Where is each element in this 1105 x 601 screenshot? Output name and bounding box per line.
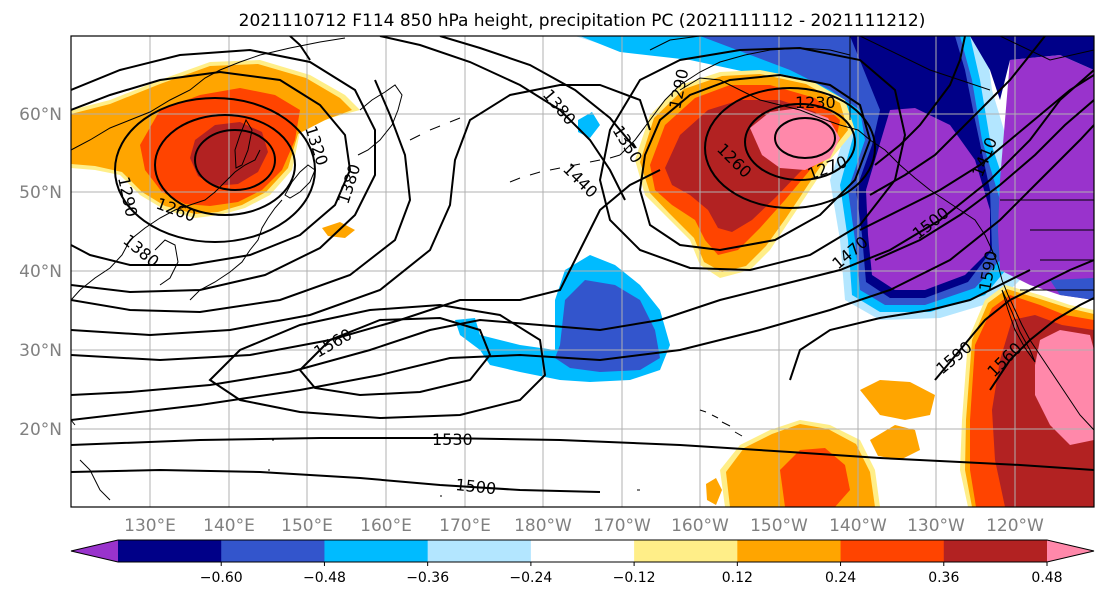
colorbar-extension-high bbox=[1047, 540, 1094, 562]
shade-orange-sub4 bbox=[706, 478, 722, 505]
colorbar-segment bbox=[324, 540, 429, 562]
colorbar-tick-label: −0.60 bbox=[200, 570, 243, 586]
lat-label-40n: 40°N bbox=[19, 262, 62, 282]
longitude-labels: 130°E 140°E 150°E 160°E 170°E 180°W 170°… bbox=[124, 516, 1044, 536]
lon-label: 170°E bbox=[439, 516, 491, 536]
shade-purple-ne bbox=[998, 55, 1094, 300]
shade-blue-ne2 bbox=[1050, 278, 1094, 300]
colorbar-segment bbox=[840, 540, 945, 562]
contour-label: 1530 bbox=[432, 430, 473, 449]
shade-blue-cpac bbox=[555, 280, 660, 372]
contour-label: 1230 bbox=[795, 93, 836, 112]
shade-purple-na bbox=[866, 108, 990, 290]
lon-label: 170°W bbox=[593, 516, 651, 536]
height-contours bbox=[71, 36, 1094, 493]
colorbar-segment bbox=[737, 540, 842, 562]
lon-label: 140°E bbox=[203, 516, 255, 536]
map-frame bbox=[70, 35, 1095, 508]
colorbar-segment bbox=[530, 540, 635, 562]
lon-label: 180°W bbox=[514, 516, 572, 536]
colorbar-outline bbox=[70, 539, 1095, 563]
colorbar-extension-low bbox=[71, 540, 118, 562]
colorbar-segment bbox=[427, 540, 532, 562]
shade-orange-sub2 bbox=[860, 380, 935, 420]
lon-label: 150°W bbox=[750, 516, 808, 536]
colorbar-tick-label: 0.12 bbox=[722, 570, 753, 586]
lat-label-50n: 50°N bbox=[19, 183, 62, 203]
colorbar-tick-label: −0.48 bbox=[303, 570, 346, 586]
colorbar-segment bbox=[118, 540, 222, 562]
lon-label: 160°E bbox=[360, 516, 412, 536]
shade-navy-ne bbox=[970, 36, 1094, 100]
lon-label: 120°W bbox=[986, 516, 1044, 536]
colorbar-segment bbox=[221, 540, 325, 562]
colorbar-tick-label: −0.36 bbox=[406, 570, 449, 586]
shade-pink-mex bbox=[1035, 330, 1094, 445]
colorbar: −0.60 −0.48 −0.36 −0.24 −0.12 0.12 0.24 0.36 0.4… bbox=[70, 539, 1095, 586]
shade-red-sub bbox=[780, 448, 850, 507]
colorbar-tick-label: −0.24 bbox=[509, 570, 552, 586]
colorbar-tick-label: 0.36 bbox=[928, 570, 959, 586]
lat-label-30n: 30°N bbox=[19, 341, 62, 361]
lat-label-20n: 20°N bbox=[19, 420, 62, 440]
shade-pink-goa bbox=[750, 108, 840, 170]
shade-orange-sub3 bbox=[870, 425, 920, 460]
map-area: 1290 1320 1260 1380 1380 1380 1350 1440 … bbox=[71, 36, 1094, 507]
lat-label-60n: 60°N bbox=[19, 105, 62, 125]
map-title: 2021110712 F114 850 hPa height, precipit… bbox=[239, 11, 926, 31]
lon-label: 140°W bbox=[829, 516, 887, 536]
lon-label: 150°E bbox=[281, 516, 333, 536]
colorbar-segment bbox=[943, 540, 1048, 562]
shade-cyan-small bbox=[578, 112, 600, 138]
lon-label: 130°E bbox=[124, 516, 176, 536]
colorbar-tick-label: −0.12 bbox=[613, 570, 656, 586]
colorbar-segment bbox=[634, 540, 738, 562]
lon-label: 160°W bbox=[671, 516, 729, 536]
contour-label: 1500 bbox=[455, 475, 497, 498]
colorbar-tick-label: 0.48 bbox=[1031, 570, 1062, 586]
latitude-labels: 60°N 50°N 40°N 30°N 20°N bbox=[19, 105, 62, 440]
colorbar-tick-label: 0.24 bbox=[825, 570, 856, 586]
lon-label: 130°W bbox=[907, 516, 965, 536]
